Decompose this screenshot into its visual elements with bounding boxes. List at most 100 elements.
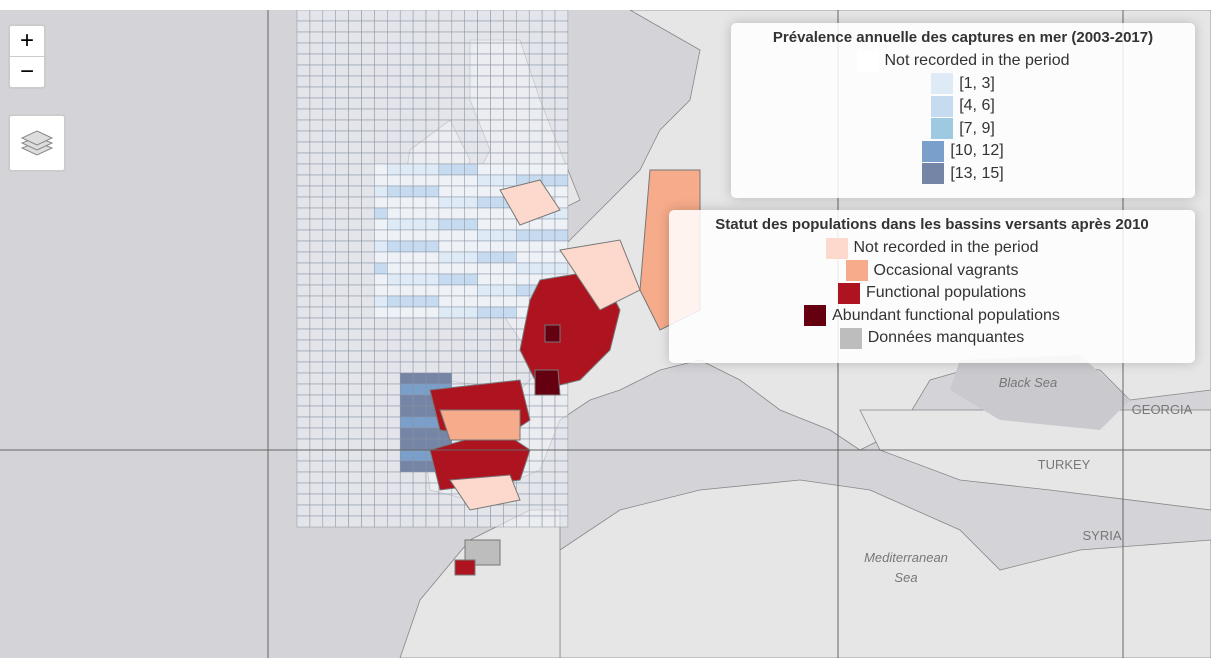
grid-cell	[348, 383, 362, 396]
grid-cell	[399, 262, 414, 275]
grid-cell	[528, 229, 543, 242]
grid-cell	[348, 306, 362, 319]
grid-cell	[399, 185, 414, 198]
grid-cell	[387, 350, 401, 363]
grid-cell	[387, 229, 401, 242]
grid-cell	[322, 152, 336, 165]
grid-cell	[335, 493, 349, 506]
grid-cell	[399, 86, 414, 99]
grid-cell	[528, 394, 543, 407]
layers-control[interactable]	[8, 114, 66, 172]
grid-cell	[541, 119, 556, 132]
grid-cell	[464, 361, 478, 374]
grid-cell	[335, 284, 349, 297]
grid-cell	[399, 416, 414, 429]
grid-cell	[335, 262, 349, 275]
grid-cell	[516, 10, 530, 22]
grid-cell	[309, 350, 324, 363]
grid-cell	[387, 251, 401, 264]
grid-cell	[309, 515, 324, 528]
grid-cell	[309, 482, 324, 495]
grid-cell	[322, 460, 336, 473]
grid-cell	[464, 119, 478, 132]
grid-cell	[438, 229, 453, 242]
grid-cell	[516, 97, 530, 110]
grid-cell	[503, 273, 517, 286]
grid-cell	[296, 10, 311, 22]
grid-cell	[464, 218, 478, 231]
grid-cell	[412, 416, 427, 429]
grid-cell	[309, 383, 324, 396]
grid-cell	[296, 152, 311, 165]
grid-cell	[425, 295, 440, 308]
grid-cell	[374, 20, 388, 33]
grid-cell	[503, 53, 517, 66]
map-label: Mediterranean	[864, 550, 948, 565]
grid-cell	[348, 42, 362, 55]
grid-cell	[335, 427, 349, 440]
legend-item: Données manquantes	[679, 327, 1185, 350]
grid-cell	[361, 504, 375, 517]
grid-cell	[438, 53, 453, 66]
grid-cell	[554, 141, 569, 154]
grid-cell	[516, 262, 530, 275]
grid-cell	[412, 108, 427, 121]
grid-cell	[412, 20, 427, 33]
grid-cell	[516, 504, 530, 517]
grid-cell	[477, 86, 491, 99]
legend-swatch	[804, 305, 827, 327]
legend-label: [7, 9]	[959, 119, 995, 137]
grid-cell	[490, 339, 504, 352]
grid-cell	[490, 504, 504, 517]
grid-cell	[528, 251, 543, 264]
grid-cell	[451, 372, 465, 385]
grid-cell	[387, 284, 401, 297]
grid-cell	[399, 20, 414, 33]
grid-cell	[503, 75, 517, 88]
grid-cell	[361, 416, 375, 429]
grid-cell	[554, 163, 569, 176]
grid-cell	[412, 119, 427, 132]
grid-cell	[438, 20, 453, 33]
grid-cell	[451, 20, 465, 33]
zoom-in[interactable]: +	[10, 26, 44, 57]
legend-label: Données manquantes	[867, 329, 1025, 347]
grid-cell	[348, 405, 362, 418]
grid-cell	[554, 130, 569, 143]
grid-cell	[309, 108, 324, 121]
grid-cell	[335, 295, 349, 308]
grid-cell	[348, 416, 362, 429]
grid-cell	[541, 42, 556, 55]
grid-cell	[425, 427, 440, 440]
grid-cell	[541, 405, 556, 418]
grid-cell	[438, 86, 453, 99]
grid-cell	[348, 515, 362, 528]
grid-cell	[374, 471, 388, 484]
grid-cell	[490, 97, 504, 110]
grid-cell	[528, 460, 543, 473]
grid-cell	[438, 163, 453, 176]
grid-cell	[387, 339, 401, 352]
grid-cell	[528, 119, 543, 132]
grid-cell	[451, 185, 465, 198]
grid-cell	[387, 273, 401, 286]
grid-cell	[399, 207, 414, 220]
grid-cell	[387, 471, 401, 484]
grid-cell	[464, 284, 478, 297]
grid-cell	[361, 64, 375, 77]
grid-cell	[412, 405, 427, 418]
grid-cell	[425, 240, 440, 253]
grid-cell	[528, 86, 543, 99]
grid-cell	[490, 31, 504, 44]
grid-cell	[335, 361, 349, 374]
grid-cell	[374, 119, 388, 132]
grid-cell	[477, 515, 491, 528]
grid-cell	[374, 295, 388, 308]
grid-cell	[464, 10, 478, 22]
zoom-out[interactable]: −	[19, 58, 34, 85]
grid-cell	[451, 42, 465, 55]
legend-item: Abundant functional populations	[679, 305, 1185, 328]
grid-cell	[451, 273, 465, 286]
grid-cell	[309, 10, 324, 22]
grid-cell	[309, 471, 324, 484]
